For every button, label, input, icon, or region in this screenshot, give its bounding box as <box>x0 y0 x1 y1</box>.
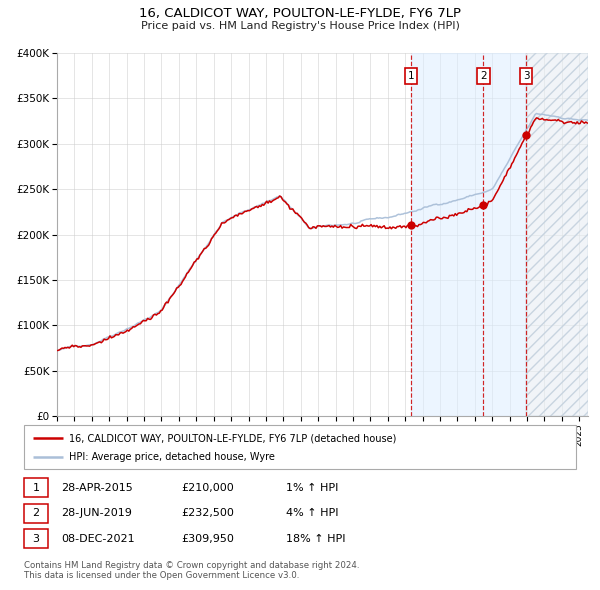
Text: 1% ↑ HPI: 1% ↑ HPI <box>286 483 338 493</box>
Text: 3: 3 <box>523 71 529 81</box>
Text: Contains HM Land Registry data © Crown copyright and database right 2024.
This d: Contains HM Land Registry data © Crown c… <box>24 560 359 580</box>
Text: £232,500: £232,500 <box>181 509 234 518</box>
Text: £309,950: £309,950 <box>181 534 234 543</box>
Bar <box>526 53 588 416</box>
Text: £210,000: £210,000 <box>181 483 234 493</box>
Text: 2: 2 <box>32 509 40 518</box>
Text: 28-APR-2015: 28-APR-2015 <box>61 483 133 493</box>
Text: 08-DEC-2021: 08-DEC-2021 <box>61 534 135 543</box>
Text: 16, CALDICOT WAY, POULTON-LE-FYLDE, FY6 7LP (detached house): 16, CALDICOT WAY, POULTON-LE-FYLDE, FY6 … <box>69 433 397 443</box>
Text: 4% ↑ HPI: 4% ↑ HPI <box>286 509 339 518</box>
Text: 2: 2 <box>480 71 487 81</box>
Bar <box>526 53 588 416</box>
Text: HPI: Average price, detached house, Wyre: HPI: Average price, detached house, Wyre <box>69 452 275 461</box>
Text: 1: 1 <box>32 483 40 493</box>
Text: 16, CALDICOT WAY, POULTON-LE-FYLDE, FY6 7LP: 16, CALDICOT WAY, POULTON-LE-FYLDE, FY6 … <box>139 7 461 20</box>
Text: 1: 1 <box>407 71 414 81</box>
Bar <box>411 53 526 416</box>
Text: 28-JUN-2019: 28-JUN-2019 <box>61 509 132 518</box>
Text: Price paid vs. HM Land Registry's House Price Index (HPI): Price paid vs. HM Land Registry's House … <box>140 21 460 31</box>
Text: 3: 3 <box>32 534 40 543</box>
Text: 18% ↑ HPI: 18% ↑ HPI <box>286 534 346 543</box>
